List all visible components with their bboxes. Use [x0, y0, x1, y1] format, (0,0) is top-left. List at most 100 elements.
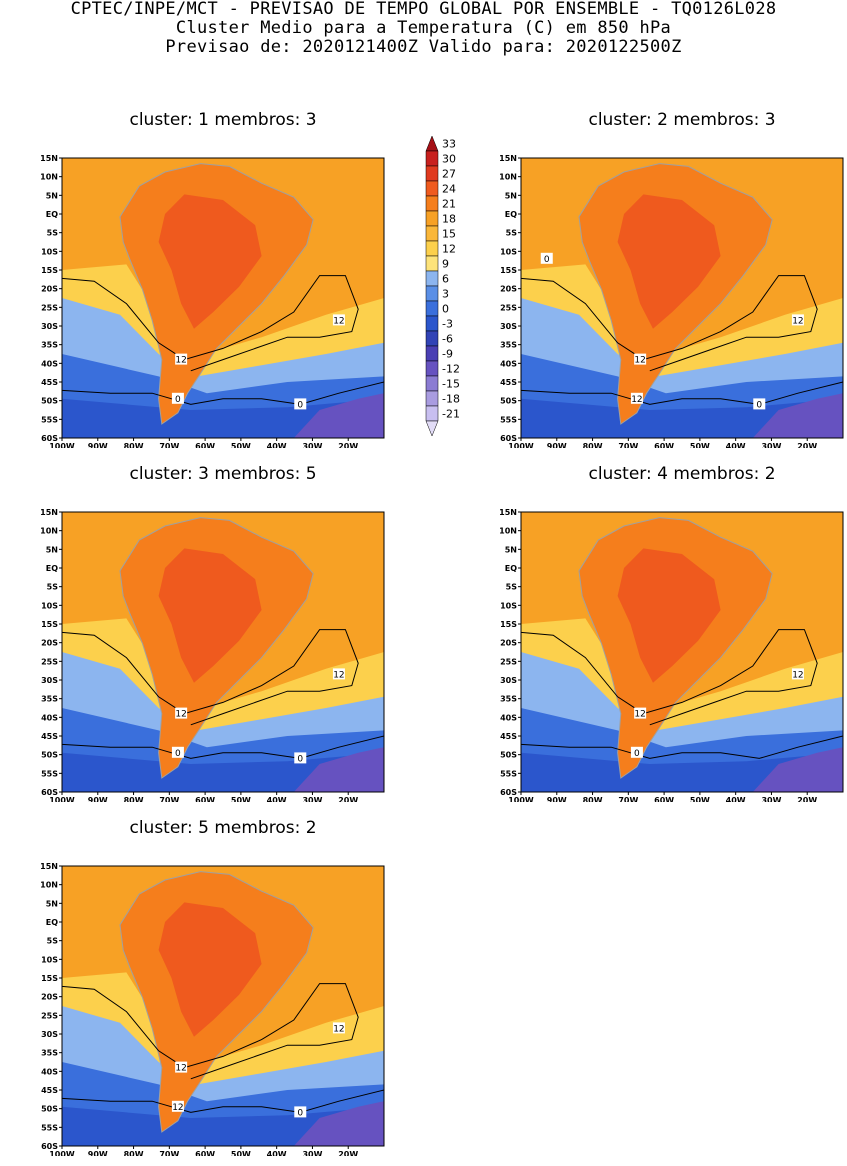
lat-tick-label: 25S — [500, 657, 517, 666]
contour-0 — [61, 381, 385, 405]
lon-tick-label: 50W — [690, 796, 710, 802]
colorbar-label: 9 — [442, 258, 449, 271]
colorbar-label: -3 — [442, 318, 453, 331]
lat-tick-label: 60S — [41, 1142, 58, 1151]
colorbar-swatch — [425, 255, 439, 272]
colorbar-swatch — [425, 375, 439, 392]
panel-title: cluster: 5 membros: 2 — [129, 818, 317, 838]
contour-label: 12 — [332, 314, 345, 326]
lon-tick-label: 20W — [797, 796, 817, 802]
colorbar-label: 6 — [442, 273, 449, 286]
lat-tick-label: 40S — [500, 359, 517, 368]
lon-tick-label: 60W — [195, 442, 215, 448]
contour-label: 12 — [791, 668, 804, 680]
lon-tick-label: 20W — [338, 796, 358, 802]
lat-tick-label: 15N — [499, 154, 517, 163]
lat-tick-label: 30S — [500, 322, 517, 331]
lat-tick-label: 5N — [46, 545, 58, 554]
colorbar-swatch — [425, 165, 439, 182]
svg-text:0: 0 — [756, 400, 762, 410]
lat-tick-label: 45S — [500, 378, 517, 387]
lat-tick-label: 5S — [47, 583, 59, 592]
lat-tick-label: 30S — [500, 676, 517, 685]
field-minus9c — [752, 747, 843, 792]
lon-tick-label: 30W — [761, 442, 781, 448]
map-plot: 12 12 0 0 15N 10N 5N EQ 5S 10S 15S 20S 25S 30S 35S 40S 4… — [40, 154, 385, 448]
colorbar-label: 24 — [442, 183, 456, 196]
lat-tick-label: 15S — [500, 620, 517, 629]
cluster-panel-2: cluster: 2 membros: 3 12 12 12 0 0 15N 10N 5N EQ 5… — [485, 108, 847, 458]
lat-tick-label: 45S — [41, 732, 58, 741]
header-line-2: Cluster Medio para a Temperatura (C) em … — [175, 18, 672, 38]
svg-text:0: 0 — [175, 749, 181, 759]
lat-tick-label: 50S — [500, 751, 517, 760]
lon-tick-label: 30W — [761, 796, 781, 802]
lat-tick-label: 40S — [41, 713, 58, 722]
plot-frame — [520, 511, 844, 793]
contour-label: 0 — [753, 398, 766, 410]
cluster-panel-5: cluster: 5 membros: 2 12 12 12 0 15N 10N 5N EQ 5S… — [26, 816, 398, 1166]
lon-tick-label: 100W — [49, 1150, 75, 1156]
field-minus9c — [293, 393, 384, 438]
contour-label: 0 — [294, 398, 307, 410]
colorbar-swatch — [425, 240, 439, 257]
lat-tick-label: 55S — [41, 415, 58, 424]
lat-tick-label: 55S — [41, 1123, 58, 1132]
lon-tick-label: 70W — [159, 442, 179, 448]
colorbar-swatch — [425, 420, 439, 437]
lon-tick-label: 40W — [267, 442, 287, 448]
lat-tick-label: 45S — [41, 1086, 58, 1095]
lat-tick-label: 5S — [506, 583, 518, 592]
lat-tick-label: EQ — [46, 210, 58, 219]
colorbar-swatch — [425, 135, 439, 152]
lat-tick-label: 25S — [41, 1011, 58, 1020]
lon-tick-label: 60W — [654, 796, 674, 802]
contour-12 — [520, 275, 818, 372]
colorbar-swatch — [425, 150, 439, 167]
lon-tick-label: 80W — [583, 442, 603, 448]
lon-tick-label: 30W — [302, 442, 322, 448]
svg-text:0: 0 — [297, 400, 303, 410]
continent-core — [158, 902, 262, 1037]
lat-tick-label: 5S — [47, 229, 59, 238]
lat-tick-label: 60S — [41, 434, 58, 443]
cluster-panel-1: cluster: 1 membros: 3 12 12 0 0 15N 10N 5N EQ 5S 1… — [26, 108, 398, 458]
colorbar-label: 33 — [442, 138, 456, 151]
contour-0 — [520, 735, 844, 759]
contour-label: 0 — [171, 746, 184, 759]
lat-tick-label: 5N — [505, 191, 517, 200]
lat-tick-label: 40S — [500, 713, 517, 722]
lon-tick-label: 20W — [338, 442, 358, 448]
lat-tick-label: 55S — [500, 415, 517, 424]
lat-tick-label: 20S — [500, 639, 517, 648]
lat-tick-label: 5N — [46, 191, 58, 200]
lat-tick-label: 40S — [41, 1067, 58, 1076]
plot-frame — [520, 157, 844, 439]
lon-tick-label: 50W — [231, 1150, 251, 1156]
lon-tick-label: 40W — [726, 442, 746, 448]
contour-label: 0 — [540, 252, 553, 265]
lon-tick-label: 80W — [583, 796, 603, 802]
lon-tick-label: 80W — [124, 796, 144, 802]
lat-tick-label: 25S — [41, 657, 58, 666]
continent-core — [158, 548, 262, 683]
colorbar-label: -6 — [442, 333, 453, 346]
map-plot: 12 12 12 0 15N 10N 5N EQ 5S 10S 15S 20S 25S 30S 35S 40S… — [40, 862, 385, 1156]
contour-label: 12 — [175, 1061, 188, 1074]
svg-text:12: 12 — [333, 670, 344, 680]
lat-tick-label: 50S — [41, 397, 58, 406]
lat-tick-label: 10N — [499, 527, 517, 536]
contour-label: 12 — [175, 353, 188, 366]
lon-tick-label: 100W — [508, 442, 534, 448]
lat-tick-label: 20S — [41, 639, 58, 648]
contour-12 — [61, 629, 359, 726]
colorbar-swatch — [425, 315, 439, 332]
svg-text:12: 12 — [634, 356, 645, 366]
lat-tick-label: 15S — [41, 974, 58, 983]
colorbar-swatch — [425, 225, 439, 242]
contour-label: 0 — [171, 392, 184, 405]
lon-tick-label: 30W — [302, 1150, 322, 1156]
lat-tick-label: 10N — [40, 527, 58, 536]
lat-tick-label: 50S — [41, 1105, 58, 1114]
